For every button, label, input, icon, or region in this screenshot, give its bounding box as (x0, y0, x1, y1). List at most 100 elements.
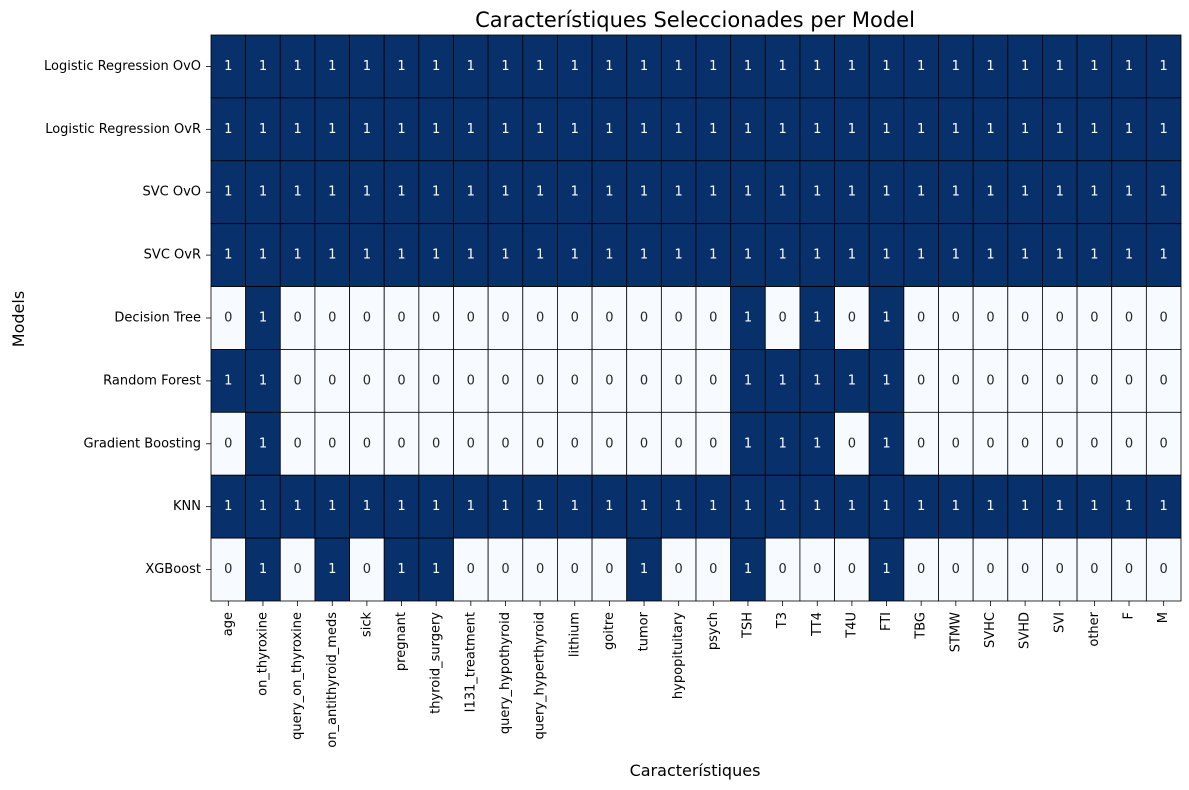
heatmap-cell (938, 537, 974, 602)
heatmap-cell (557, 97, 593, 162)
heatmap-cell (730, 223, 766, 287)
heatmap-cell (279, 286, 316, 350)
cell-value-label: 1 (675, 185, 683, 200)
cell-value-label: 1 (882, 562, 890, 577)
cell-value-label: 0 (467, 562, 475, 577)
y-tick-labels: Logistic Regression OvO Logistic Regressi… (44, 59, 211, 577)
heatmap-cell (799, 97, 835, 162)
heatmap-cell (972, 411, 1009, 476)
cell-value-label: 0 (778, 311, 786, 326)
y-axis-label: Models (9, 291, 28, 347)
heatmap-cell (522, 34, 558, 99)
cell-value-label: 1 (882, 122, 890, 137)
cell-value-label: 0 (467, 436, 475, 451)
cell-value-label: 0 (501, 311, 509, 326)
cell-value-label: 1 (224, 499, 232, 514)
cell-value-label: 1 (744, 185, 752, 200)
heatmap-cell (834, 223, 870, 287)
cell-value-label: 1 (917, 122, 925, 137)
cell-value-label: 0 (675, 436, 683, 451)
heatmap-cell (660, 349, 697, 413)
cell-value-label: 1 (397, 122, 405, 137)
heatmap-cell (1007, 474, 1043, 539)
heatmap-cell (522, 537, 558, 602)
cell-value-label: 1 (1090, 59, 1098, 74)
heatmap-cell (834, 34, 870, 99)
heatmap-cell (279, 34, 316, 99)
cell-value-label: 1 (224, 59, 232, 74)
heatmap-cell (834, 411, 870, 476)
cell-value-label: 0 (328, 373, 336, 388)
cell-value-label: 1 (917, 59, 925, 74)
heatmap-cell (314, 223, 350, 287)
cell-value-label: 1 (778, 499, 786, 514)
cell-value-label: 0 (397, 311, 405, 326)
cell-value-label: 1 (224, 185, 232, 200)
cell-value-label: 1 (432, 499, 440, 514)
heatmap-cell (591, 223, 628, 287)
x-tick-label: TT4 (810, 612, 825, 637)
cell-value-label: 1 (882, 373, 890, 388)
cell-value-label: 1 (952, 248, 960, 263)
heatmap-cell (1042, 537, 1078, 602)
cell-value-label: 1 (1160, 185, 1168, 200)
heatmap-cell (383, 349, 420, 413)
heatmap-cell (660, 97, 697, 162)
cell-value-label: 1 (744, 436, 752, 451)
cell-value-label: 0 (224, 436, 232, 451)
heatmap-cell (730, 349, 766, 413)
heatmap-cell (868, 411, 905, 476)
cell-value-label: 1 (778, 122, 786, 137)
cell-value-label: 1 (259, 122, 267, 137)
cell-value-label: 1 (432, 562, 440, 577)
heatmap-cell (314, 411, 350, 476)
cell-value-label: 0 (952, 436, 960, 451)
heatmap-cell (557, 286, 593, 350)
cell-value-label: 1 (778, 59, 786, 74)
heatmap-cell (210, 286, 247, 350)
heatmap-cell (591, 160, 628, 225)
heatmap-cell (591, 97, 628, 162)
cell-value-label: 1 (259, 436, 267, 451)
heatmap-cell (591, 537, 628, 602)
heatmap-cell (522, 160, 558, 225)
heatmap-cell (903, 34, 939, 99)
cell-value-label: 1 (744, 373, 752, 388)
heatmap-cell (1111, 34, 1147, 99)
x-tick-label: on_antithyroid_meds (325, 612, 340, 748)
y-tick-label: SVC OvO (142, 185, 201, 200)
cell-value-label: 0 (293, 436, 301, 451)
cell-value-label: 1 (397, 499, 405, 514)
heatmap-cell (972, 97, 1009, 162)
heatmap-cell (383, 286, 420, 350)
heatmap-cell (1145, 223, 1182, 287)
cell-value-label: 1 (467, 122, 475, 137)
heatmap-cell (349, 223, 385, 287)
heatmap-cell (1111, 411, 1147, 476)
y-tick-label: Decision Tree (114, 311, 201, 326)
heatmap-cell (1145, 537, 1182, 602)
cell-value-label: 1 (467, 248, 475, 263)
cell-value-label: 1 (432, 122, 440, 137)
cell-value-label: 1 (259, 248, 267, 263)
cell-value-label: 0 (501, 562, 509, 577)
cell-value-label: 1 (1160, 499, 1168, 514)
heatmap-cell (557, 474, 593, 539)
heatmap-cell (557, 537, 593, 602)
cell-value-label: 1 (605, 185, 613, 200)
heatmap-cell (660, 223, 697, 287)
y-tick-label: Logistic Regression OvO (44, 59, 201, 74)
heatmap-cell (626, 411, 662, 476)
x-tick-label: STMW (948, 612, 963, 652)
cell-value-label: 1 (640, 499, 648, 514)
x-tick-label: FTI (879, 612, 894, 631)
cell-value-label: 0 (917, 373, 925, 388)
cell-value-label: 0 (363, 562, 371, 577)
cell-value-label: 1 (224, 248, 232, 263)
heatmap-cell (1042, 97, 1078, 162)
heatmap-cell (522, 286, 558, 350)
cell-value-label: 1 (1056, 59, 1064, 74)
x-tick-label: thyroid_surgery (429, 612, 444, 714)
cell-value-label: 1 (293, 59, 301, 74)
cell-value-label: 1 (536, 499, 544, 514)
